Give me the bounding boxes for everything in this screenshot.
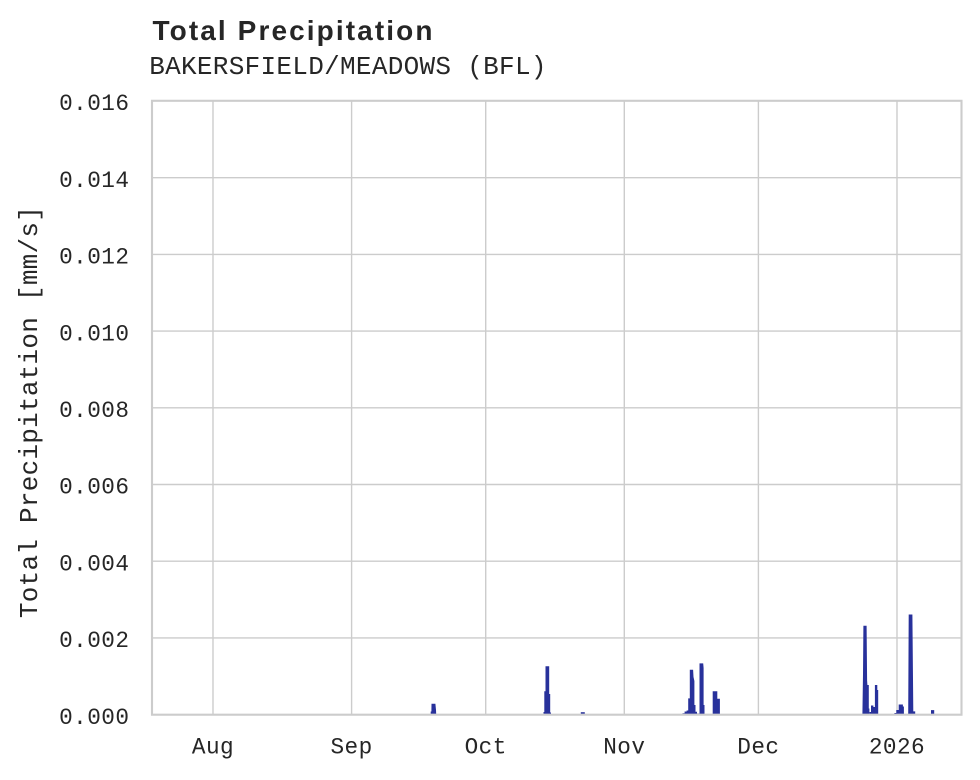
svg-text:0.002: 0.002 bbox=[59, 628, 129, 654]
svg-text:0.008: 0.008 bbox=[59, 398, 129, 424]
svg-text:0.014: 0.014 bbox=[59, 168, 129, 194]
svg-text:BAKERSFIELD/MEADOWS (BFL): BAKERSFIELD/MEADOWS (BFL) bbox=[149, 52, 547, 82]
svg-text:Aug: Aug bbox=[192, 735, 234, 761]
svg-text:Total Precipitation: Total Precipitation bbox=[153, 15, 435, 46]
svg-text:0.000: 0.000 bbox=[59, 705, 129, 731]
svg-text:2026: 2026 bbox=[869, 735, 925, 761]
svg-text:Nov: Nov bbox=[603, 735, 645, 761]
svg-text:Oct: Oct bbox=[465, 735, 507, 761]
svg-text:Total Precipitation [mm/s]: Total Precipitation [mm/s] bbox=[15, 206, 45, 618]
svg-text:0.016: 0.016 bbox=[59, 91, 129, 117]
svg-text:0.006: 0.006 bbox=[59, 475, 129, 501]
svg-text:0.012: 0.012 bbox=[59, 245, 129, 271]
svg-text:Dec: Dec bbox=[737, 735, 779, 761]
svg-text:Sep: Sep bbox=[330, 735, 372, 761]
svg-text:0.010: 0.010 bbox=[59, 321, 129, 347]
svg-text:0.004: 0.004 bbox=[59, 551, 129, 577]
